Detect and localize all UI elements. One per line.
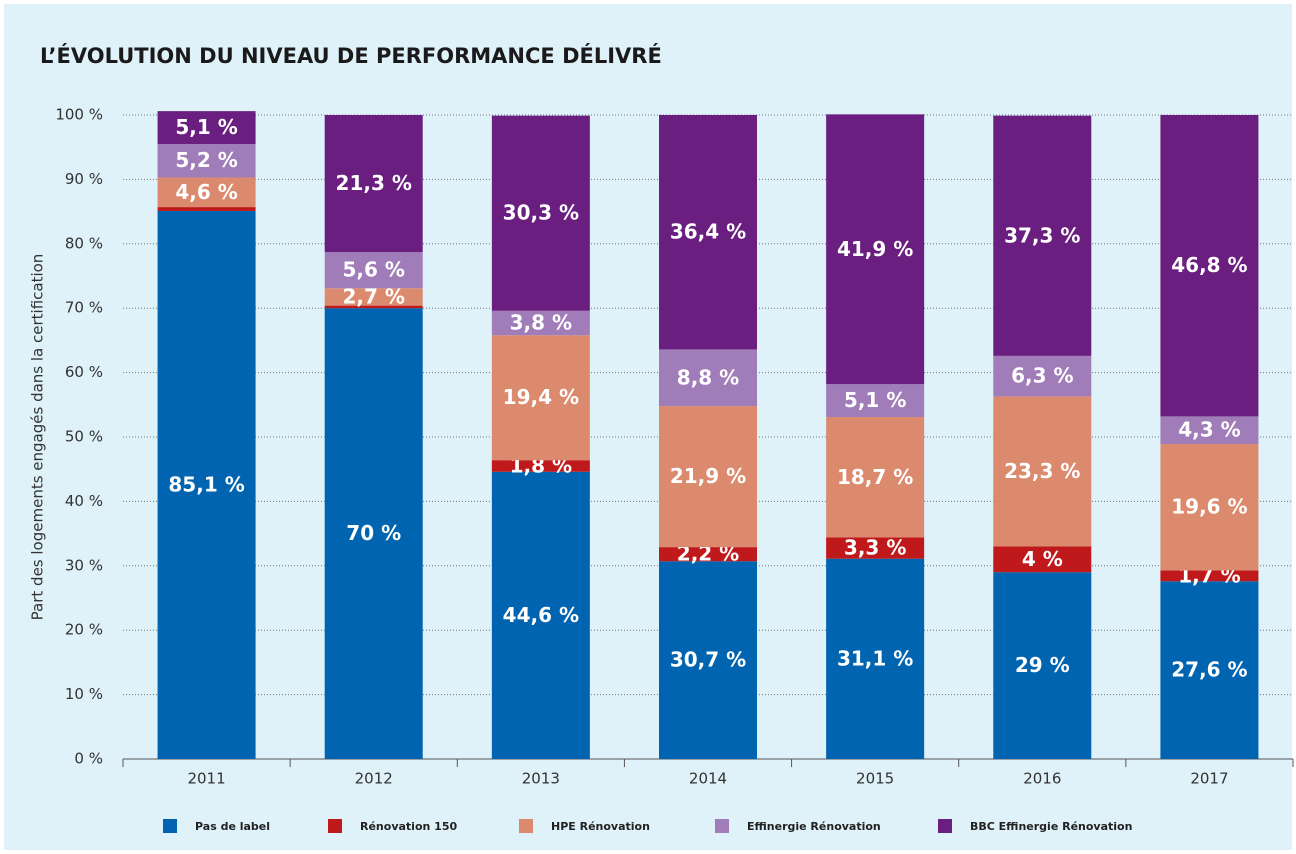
bar-segment <box>157 111 256 144</box>
bar-segment <box>491 335 590 461</box>
data-label: 21,3 % <box>336 171 412 195</box>
x-tick-label: 2012 <box>355 770 393 788</box>
data-label: 30,7 % <box>670 648 746 672</box>
legend-swatch <box>715 819 729 833</box>
data-label: 29 % <box>1015 653 1070 677</box>
data-label: 37,3 % <box>1004 223 1080 247</box>
bar-segment <box>826 537 925 559</box>
x-tick-label: 2017 <box>1190 770 1228 788</box>
y-tick-label: 90 % <box>65 170 103 188</box>
bar-segment <box>993 546 1092 573</box>
bar-segment <box>993 572 1092 759</box>
bar-segment <box>1160 416 1259 445</box>
data-label: 6,3 % <box>1011 364 1073 388</box>
legend-label: Effinergie Rénovation <box>747 820 881 833</box>
y-tick-label: 70 % <box>65 299 103 317</box>
bar-segment <box>659 115 757 350</box>
bar-segment <box>324 252 423 289</box>
y-tick-label: 40 % <box>65 492 103 510</box>
legend-swatch <box>328 819 342 833</box>
bar-segment <box>324 115 423 253</box>
data-label: 4 % <box>1022 547 1063 571</box>
legend-label: HPE Rénovation <box>551 820 650 833</box>
bar-segment <box>826 114 925 385</box>
bar-segment <box>491 115 590 311</box>
bar-segment <box>1160 581 1259 759</box>
data-label: 21,9 % <box>670 464 746 488</box>
bar-segment <box>491 471 590 759</box>
bar-segment <box>826 384 925 418</box>
y-tick-label: 20 % <box>65 621 103 639</box>
y-tick-label: 80 % <box>65 234 103 252</box>
x-tick-label: 2013 <box>522 770 560 788</box>
data-label: 2,7 % <box>342 284 404 308</box>
data-label: 19,4 % <box>503 385 579 409</box>
bar-segment <box>826 417 925 538</box>
data-label: 70 % <box>346 521 401 545</box>
data-label: 36,4 % <box>670 220 746 244</box>
bar-segment <box>324 288 423 306</box>
legend-swatch <box>163 819 177 833</box>
bar-segment <box>1160 115 1259 417</box>
bar-segment <box>1160 444 1259 571</box>
legend-swatch <box>519 819 533 833</box>
bar-segment <box>491 460 590 472</box>
legend-swatch <box>938 819 952 833</box>
data-label: 5,2 % <box>175 148 237 172</box>
bar-segment <box>324 308 423 759</box>
bar-segment <box>659 547 757 562</box>
y-tick-label: 30 % <box>65 556 103 574</box>
x-tick-label: 2015 <box>856 770 894 788</box>
x-tick-label: 2014 <box>689 770 727 788</box>
data-label: 5,6 % <box>342 258 404 282</box>
x-tick-label: 2016 <box>1023 770 1061 788</box>
bar-segment <box>1160 570 1259 582</box>
y-tick-label: 50 % <box>65 428 103 446</box>
data-label: 5,1 % <box>175 115 237 139</box>
bar-segment <box>157 177 256 208</box>
data-label: 4,6 % <box>175 180 237 204</box>
y-tick-label: 60 % <box>65 363 103 381</box>
bar-segment <box>993 115 1092 356</box>
x-tick-label: 2011 <box>187 770 225 788</box>
data-label: 5,1 % <box>844 388 906 412</box>
bar-segment <box>157 210 256 759</box>
y-axis-label: Part des logements engagés dans la certi… <box>29 254 47 621</box>
bar-segment <box>157 143 256 178</box>
legend-label: BBC Effinergie Rénovation <box>970 820 1132 833</box>
data-label: 31,1 % <box>837 646 913 670</box>
chart-title: L’ÉVOLUTION DU NIVEAU DE PERFORMANCE DÉL… <box>40 43 662 68</box>
data-label: 27,6 % <box>1171 658 1247 682</box>
bar-segment <box>826 558 925 759</box>
data-label: 46,8 % <box>1171 253 1247 277</box>
data-label: 8,8 % <box>677 365 739 389</box>
y-tick-label: 100 % <box>55 106 103 124</box>
data-label: 23,3 % <box>1004 459 1080 483</box>
bar-segment <box>491 310 590 336</box>
data-label: 4,3 % <box>1178 418 1240 442</box>
bar-segment <box>993 396 1092 547</box>
data-label: 3,8 % <box>510 311 572 335</box>
data-label: 19,6 % <box>1171 495 1247 519</box>
data-label: 85,1 % <box>168 472 244 496</box>
bar-segment <box>659 561 757 759</box>
bar-segment <box>659 349 757 407</box>
bar-segment <box>993 355 1092 397</box>
bar-segment <box>659 406 757 548</box>
bar-segment <box>157 207 256 211</box>
legend-label: Rénovation 150 <box>360 820 457 833</box>
y-tick-label: 10 % <box>65 685 103 703</box>
legend-label: Pas de label <box>195 820 270 833</box>
data-label: 41,9 % <box>837 237 913 261</box>
data-label: 44,6 % <box>503 603 579 627</box>
data-label: 30,3 % <box>503 201 579 225</box>
data-label: 3,3 % <box>844 536 906 560</box>
data-label: 18,7 % <box>837 465 913 489</box>
bar-segment <box>324 305 423 309</box>
y-tick-label: 0 % <box>74 750 103 768</box>
